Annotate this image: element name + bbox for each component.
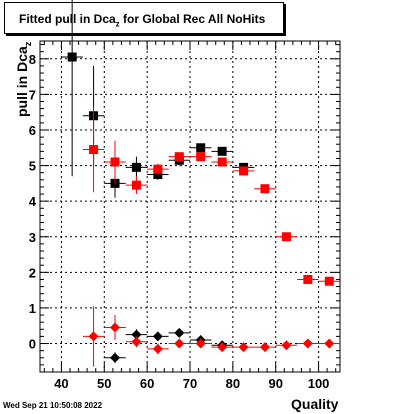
data-point-diamond	[174, 338, 185, 349]
data-point-square	[217, 146, 227, 156]
data-point-diamond	[152, 343, 163, 354]
data-point-square	[196, 143, 206, 153]
data-points	[61, 0, 340, 367]
data-point-square	[324, 276, 334, 286]
title-main: Fitted pull in Dca	[19, 12, 116, 26]
data-point-square	[131, 162, 141, 172]
x-tick-label: 90	[268, 376, 282, 391]
series-2	[82, 106, 340, 286]
data-point-diamond	[302, 338, 313, 349]
x-axis-label: Quality	[291, 396, 339, 412]
title-subscript: z	[115, 19, 120, 29]
data-point-diamond	[88, 331, 99, 342]
y-tick-label: 7	[29, 87, 36, 102]
x-tick-label: 100	[308, 376, 330, 391]
data-point-diamond	[324, 338, 335, 349]
ylabel-subscript: z	[22, 41, 33, 47]
x-tick-label: 80	[226, 376, 240, 391]
data-point-square	[260, 184, 270, 194]
data-point-diamond	[174, 327, 185, 338]
data-point-diamond	[131, 329, 142, 340]
data-point-square	[174, 152, 184, 162]
data-point-square	[196, 152, 206, 162]
y-tick-label: 8	[29, 52, 36, 67]
data-point-square	[303, 274, 313, 284]
y-tick-label: 3	[29, 230, 36, 245]
y-tick-label: 1	[29, 301, 36, 316]
data-point-square	[89, 145, 99, 155]
y-tick-label: 2	[29, 265, 36, 280]
chart-title: Fitted pull in Dcaz for Global Rec All N…	[19, 12, 265, 28]
y-tick-label: 4	[29, 194, 37, 209]
data-point-square	[110, 178, 120, 188]
x-tick-label: 50	[97, 376, 111, 391]
data-point-square	[217, 157, 227, 167]
x-tick-label: 60	[140, 376, 154, 391]
data-point-diamond	[131, 336, 142, 347]
x-tick-label: 40	[54, 376, 68, 391]
y-tick-label: 5	[29, 159, 36, 174]
data-point-diamond	[281, 340, 292, 351]
y-axis-label: pull in Dcaz	[14, 42, 33, 117]
data-point-diamond	[152, 331, 163, 342]
data-point-square	[153, 164, 163, 174]
ylabel-main: pull in Dca	[14, 46, 30, 117]
data-point-square	[281, 232, 291, 242]
title-box: Fitted pull in Dcaz for Global Rec All N…	[4, 2, 284, 34]
data-point-diamond	[195, 338, 206, 349]
data-point-diamond	[238, 342, 249, 353]
data-point-diamond	[217, 342, 228, 353]
series-3	[104, 327, 233, 364]
data-point-diamond	[110, 352, 120, 363]
series-4	[82, 306, 340, 367]
y-tick-label: 6	[29, 123, 36, 138]
data-point-square	[131, 180, 141, 190]
y-tick-label: 0	[29, 337, 36, 352]
title-tail: for Global Rec All NoHits	[119, 12, 266, 26]
data-point-diamond	[260, 342, 270, 353]
grid-lines	[40, 41, 340, 372]
data-point-square	[67, 52, 77, 62]
data-point-square	[110, 157, 120, 167]
x-tick-label: 70	[183, 376, 197, 391]
axis-ticks: 40 50 60 70 80 90 100 0 1 2 3 4 5 6 7 8	[29, 41, 340, 391]
data-point-square	[239, 166, 249, 176]
data-point-diamond	[110, 322, 120, 333]
timestamp: Wed Sep 21 10:50:08 2022	[3, 401, 103, 410]
